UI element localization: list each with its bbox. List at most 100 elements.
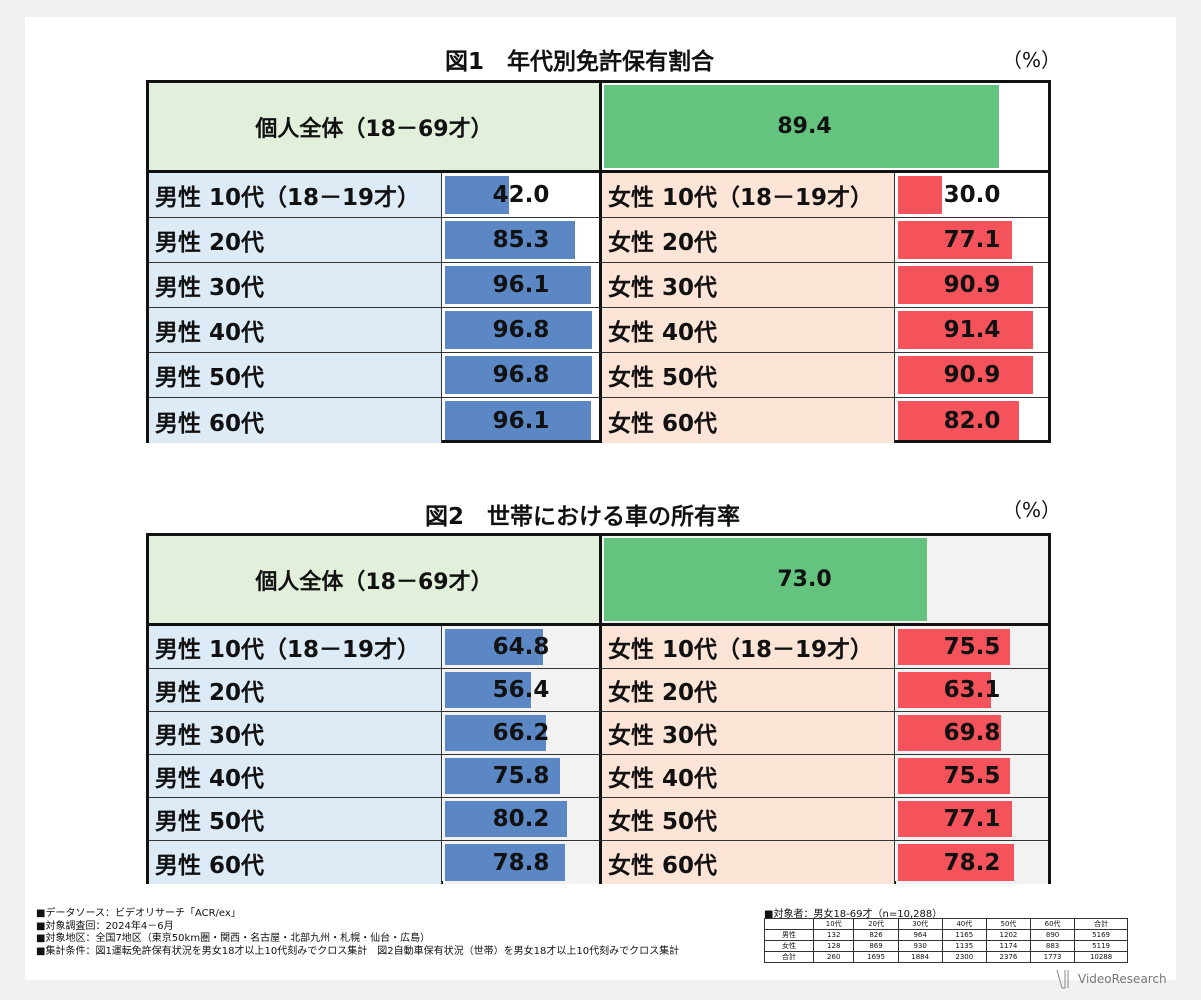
sample-cell: 883 — [1030, 940, 1076, 952]
male-category-label: 男性 50代 — [149, 353, 442, 397]
videoresearch-logo-icon — [1056, 969, 1069, 989]
male-bar-cell: 96.8 — [443, 353, 602, 397]
figure1-table: 個人全体（18－69才） 89.4 男性 10代（18－19才） 42.0 女性 10代… — [146, 80, 1051, 443]
sample-row: 合計 260 1695 1884 2300 2376 1773 10288 — [764, 951, 1128, 963]
overall-value: 73.0 — [777, 567, 832, 592]
female-bar-cell: 63.1 — [896, 669, 1048, 711]
female-value: 91.4 — [943, 317, 1001, 343]
female-category-label: 女性 60代 — [602, 841, 895, 884]
male-value: 75.8 — [492, 763, 550, 789]
female-category-label: 女性 10代（18－19才） — [602, 173, 895, 217]
sample-cell: 合計 — [764, 951, 814, 963]
sample-header-row: 10代 20代 30代 40代 50代 60代 合計 — [764, 918, 1128, 930]
male-value: 85.3 — [492, 227, 550, 253]
female-value: 75.5 — [943, 634, 1001, 660]
female-category-label: 女性 50代 — [602, 798, 895, 840]
overall-row: 個人全体（18－69才） 89.4 — [149, 83, 1048, 173]
male-category-label: 男性 30代 — [149, 712, 442, 754]
footnotes: ■データソース：ビデオリサーチ「ACR/ex」 ■対象調査回：2024年4－6月… — [36, 908, 679, 958]
male-category-label: 男性 20代 — [149, 218, 442, 262]
sample-cell: 女性 — [764, 940, 814, 952]
female-bar — [898, 715, 1002, 751]
sample-cell: 260 — [812, 951, 855, 963]
female-bar-cell: 30.0 — [896, 173, 1048, 217]
male-bar — [445, 401, 592, 440]
male-bar — [445, 356, 593, 394]
sample-cell: 2300 — [941, 951, 987, 963]
female-value: 90.9 — [943, 362, 1001, 388]
female-bar — [898, 801, 1013, 837]
female-value: 75.5 — [943, 763, 1001, 789]
female-category-label: 女性 20代 — [602, 669, 895, 711]
female-bar-cell: 75.5 — [896, 626, 1048, 668]
sample-table: 10代 20代 30代 40代 50代 60代 合計 男性 132 826 964 1165 1202 8… — [764, 918, 1128, 963]
male-bar — [445, 629, 544, 665]
footnote-source: ■データソース：ビデオリサーチ「ACR/ex」 — [36, 908, 241, 919]
male-bar — [445, 266, 592, 304]
sample-header-cell: 10代 — [812, 918, 855, 930]
sample-cell: 1165 — [941, 929, 987, 941]
table-row: 男性 50代 80.2 女性 50代 77.1 — [149, 798, 1048, 841]
female-category-label: 女性 30代 — [602, 263, 895, 307]
footnote-area: ■対象地区：全国7地区（東京50km圏・関西・名古屋・北部九州・札幌・仙台・広島… — [36, 933, 431, 944]
table-row: 男性 40代 75.8 女性 40代 75.5 — [149, 755, 1048, 798]
sample-cell: 1202 — [985, 929, 1032, 941]
sample-cell: 964 — [897, 929, 943, 941]
male-bar-cell: 42.0 — [443, 173, 602, 217]
female-bar-cell: 69.8 — [896, 712, 1048, 754]
figure2-title: 図2 世帯における車の所有率 — [425, 504, 741, 530]
female-bar — [898, 758, 1010, 794]
female-category-label: 女性 30代 — [602, 712, 895, 754]
sample-cell: 128 — [812, 940, 855, 952]
overall-bar — [604, 85, 1000, 168]
table-row: 男性 20代 85.3 女性 20代 77.1 — [149, 218, 1048, 263]
sample-cell: 1773 — [1030, 951, 1076, 963]
male-bar-cell: 96.1 — [443, 263, 602, 307]
footnote-conditions: ■集計条件：図1運転免許保有状況を男女18才以上10代刻みでクロス集計 図2自動… — [36, 945, 680, 957]
female-bar-cell: 82.0 — [896, 398, 1048, 443]
male-value: 96.8 — [492, 362, 550, 388]
male-bar-cell: 75.8 — [443, 755, 602, 797]
male-category-label: 男性 40代 — [149, 755, 442, 797]
sample-header-cell: 30代 — [897, 918, 943, 930]
female-value: 90.9 — [943, 272, 1001, 298]
male-bar-cell: 96.1 — [443, 398, 602, 443]
male-value: 56.4 — [492, 677, 550, 703]
female-bar — [898, 221, 1013, 259]
female-bar-cell: 90.9 — [896, 263, 1048, 307]
table-row: 男性 30代 96.1 女性 30代 90.9 — [149, 263, 1048, 308]
sample-header-cell: 合計 — [1074, 918, 1128, 930]
male-category-label: 男性 10代（18－19才） — [149, 626, 442, 668]
female-category-label: 女性 60代 — [602, 398, 895, 443]
sample-row: 女性 128 869 930 1135 1174 883 5119 — [764, 940, 1128, 952]
figure2-table: 個人全体（18－69才） 73.0 男性 10代（18－19才） 64.8 女性 10代… — [146, 533, 1051, 884]
male-bar-cell: 85.3 — [443, 218, 602, 262]
female-bar-cell: 91.4 — [896, 308, 1048, 352]
female-bar — [898, 844, 1014, 881]
sample-cell: 10288 — [1074, 951, 1128, 963]
sample-title: ■対象者：男女18-69才（n=10,288） — [764, 909, 943, 920]
male-bar — [445, 311, 593, 349]
female-bar-cell: 90.9 — [896, 353, 1048, 397]
female-bar-cell: 75.5 — [896, 755, 1048, 797]
male-bar-cell: 66.2 — [443, 712, 602, 754]
sample-header-cell: 50代 — [985, 918, 1032, 930]
female-category-label: 女性 10代（18－19才） — [602, 626, 895, 668]
sample-cell: 890 — [1030, 929, 1076, 941]
sample-cell: 132 — [812, 929, 855, 941]
male-bar-cell: 96.8 — [443, 308, 602, 352]
sample-header-cell — [764, 918, 814, 930]
table-row: 男性 10代（18－19才） 42.0 女性 10代（18－19才） 30.0 — [149, 173, 1048, 218]
table-row: 男性 60代 96.1 女性 60代 82.0 — [149, 398, 1048, 443]
table-row: 男性 50代 96.8 女性 50代 90.9 — [149, 353, 1048, 398]
sample-cell: 1135 — [941, 940, 987, 952]
female-value: 77.1 — [943, 227, 1001, 253]
female-category-label: 女性 40代 — [602, 308, 895, 352]
overall-bar-cell: 73.0 — [602, 536, 1048, 623]
overall-bar — [604, 538, 927, 621]
sample-cell: 1174 — [985, 940, 1032, 952]
male-category-label: 男性 50代 — [149, 798, 442, 840]
male-category-label: 男性 30代 — [149, 263, 442, 307]
female-bar — [898, 356, 1033, 394]
male-bar — [445, 221, 575, 259]
